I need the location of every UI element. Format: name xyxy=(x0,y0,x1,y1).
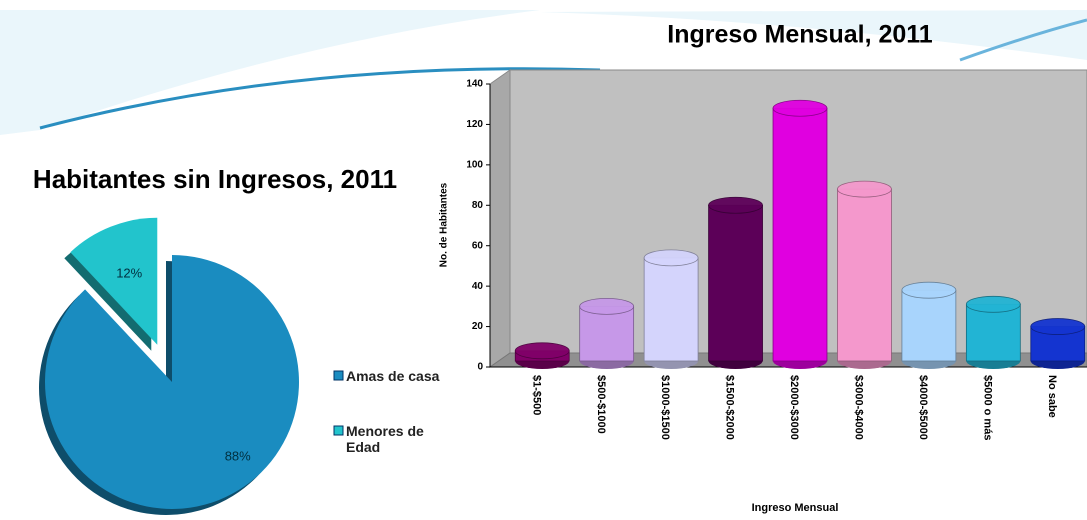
bar-top xyxy=(772,99,828,117)
swoosh xyxy=(0,10,540,135)
y-tick-label: 140 xyxy=(466,79,483,90)
x-tick-label: $1-$500 xyxy=(530,375,542,415)
bar xyxy=(772,107,828,362)
y-tick-label: 20 xyxy=(472,321,484,332)
x-tick-label: $5000 o más xyxy=(981,375,993,440)
x-tick-label: $3000-$4000 xyxy=(853,375,865,440)
bar-top xyxy=(579,297,635,315)
bar-top xyxy=(643,249,699,267)
bar xyxy=(965,303,1021,362)
y-tick-label: 120 xyxy=(466,119,483,130)
bar-top xyxy=(965,295,1021,313)
swoosh xyxy=(540,10,1087,60)
x-tick-label: $2000-$3000 xyxy=(788,375,800,440)
bar xyxy=(901,289,957,362)
bar-top xyxy=(1030,318,1086,335)
pie-slice xyxy=(44,255,299,509)
legend-swatch xyxy=(333,370,344,381)
bar-top xyxy=(514,342,570,360)
pie-title: Habitantes sin Ingresos, 2011 xyxy=(32,164,398,194)
bar-top xyxy=(708,196,763,214)
swoosh-line xyxy=(39,67,601,130)
bar xyxy=(708,204,763,362)
data-label: 88% xyxy=(225,448,251,463)
x-tick-label: No sabe xyxy=(1046,375,1058,418)
legend-swatch xyxy=(333,425,344,436)
y-tick-label: 0 xyxy=(477,362,483,373)
y-tick-label: 80 xyxy=(472,200,484,211)
y-tick-label: 60 xyxy=(472,240,484,251)
bar xyxy=(579,305,635,362)
bar xyxy=(837,188,892,362)
y-tick-label: 100 xyxy=(466,159,483,170)
bar-title: Ingreso Mensual, 2011 xyxy=(667,21,932,49)
x-tick-label: $1000-$1500 xyxy=(659,375,671,440)
side-wall xyxy=(489,69,511,368)
swoosh-line xyxy=(959,18,1087,62)
pie-slice xyxy=(70,217,158,345)
y-axis-label: No. de Habitantes xyxy=(439,182,450,267)
legend-label: Amas de casa xyxy=(346,368,440,384)
data-label: 12% xyxy=(116,265,142,280)
y-tick-label: 40 xyxy=(472,281,484,292)
x-tick-label: $4000-$5000 xyxy=(917,375,929,440)
bar-top xyxy=(901,281,957,299)
x-tick-label: $500-$1000 xyxy=(595,375,607,434)
x-axis-label: Ingreso Mensual xyxy=(752,502,839,514)
x-tick-label: $1500-$2000 xyxy=(724,375,736,440)
legend-label: Menores de Edad xyxy=(346,423,424,455)
bar-top xyxy=(837,180,892,198)
bar xyxy=(643,257,699,362)
